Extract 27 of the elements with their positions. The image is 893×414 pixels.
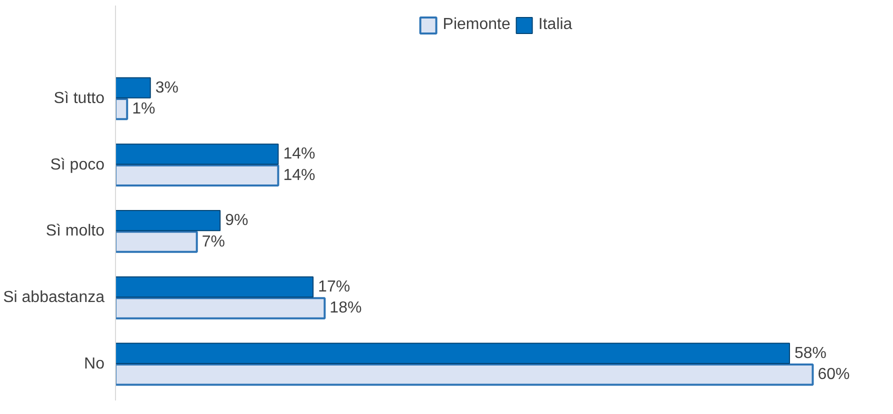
bar [116, 276, 314, 298]
bar [116, 210, 221, 232]
bar [116, 98, 128, 120]
bar [116, 297, 326, 320]
data-label: 9% [225, 212, 248, 230]
bar [116, 230, 198, 253]
data-label: 58% [794, 344, 827, 362]
legend-label: Italia [538, 16, 572, 34]
data-label: 1% [132, 100, 156, 118]
data-label: 60% [818, 366, 850, 384]
bar [116, 342, 790, 364]
bar [116, 144, 279, 165]
data-label: 7% [202, 233, 225, 250]
data-label: 18% [330, 300, 362, 317]
data-label: 3% [155, 79, 178, 96]
y-tick-label: Si abbastanza [3, 289, 105, 306]
bar [116, 164, 280, 187]
data-label: 17% [318, 278, 350, 296]
y-tick-label: Sì tutto [54, 90, 105, 107]
bar [116, 77, 151, 98]
bar [116, 364, 814, 386]
y-tick-label: Sì molto [46, 222, 105, 240]
y-tick-label: No [84, 355, 105, 372]
y-tick-label: Sì poco [50, 156, 105, 174]
legend-label: Piemonte [442, 16, 510, 34]
data-label: 14% [283, 166, 316, 184]
data-label: 14% [283, 146, 316, 163]
